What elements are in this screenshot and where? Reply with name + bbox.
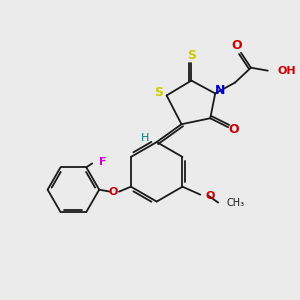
Text: O: O	[229, 123, 239, 136]
Text: O: O	[205, 190, 214, 201]
Text: O: O	[232, 39, 242, 52]
Text: F: F	[99, 158, 107, 167]
Text: S: S	[154, 86, 163, 99]
Text: S: S	[187, 49, 196, 62]
Text: CH₃: CH₃	[226, 198, 244, 208]
Text: O: O	[108, 187, 118, 197]
Text: OH: OH	[278, 66, 296, 76]
Text: H: H	[141, 133, 149, 143]
Text: N: N	[215, 84, 225, 97]
